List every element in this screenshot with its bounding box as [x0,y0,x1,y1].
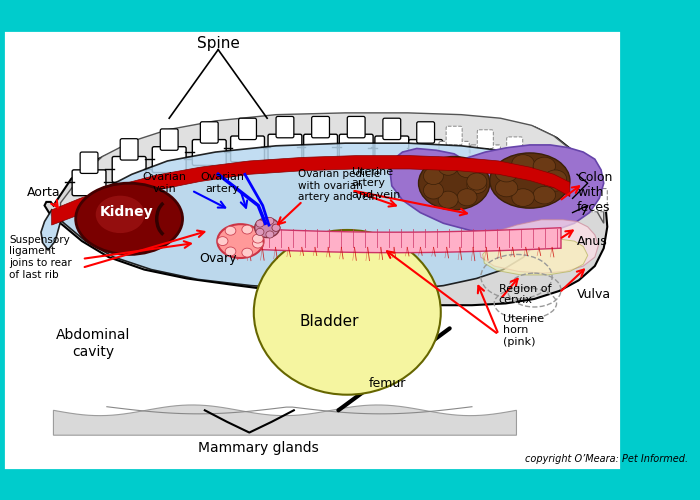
Ellipse shape [217,224,264,258]
Ellipse shape [424,182,443,199]
Ellipse shape [438,158,458,176]
Ellipse shape [253,234,263,243]
FancyBboxPatch shape [312,116,330,138]
FancyBboxPatch shape [555,175,585,199]
Text: Aorta: Aorta [27,186,60,198]
Ellipse shape [496,164,518,182]
FancyBboxPatch shape [446,126,462,145]
Ellipse shape [254,230,441,394]
Ellipse shape [76,183,183,254]
Text: Anus: Anus [577,234,608,248]
Ellipse shape [419,156,490,210]
Ellipse shape [225,226,236,235]
FancyBboxPatch shape [409,140,442,166]
FancyBboxPatch shape [347,116,365,138]
Text: Region of
cervix: Region of cervix [498,284,551,306]
Text: Spine: Spine [197,36,239,51]
FancyBboxPatch shape [416,122,435,143]
FancyBboxPatch shape [584,174,600,192]
Polygon shape [45,114,608,305]
Polygon shape [482,240,588,275]
Text: Ovarian pedicle
with ovarian
artery and vein: Ovarian pedicle with ovarian artery and … [298,170,380,202]
FancyBboxPatch shape [120,138,138,160]
FancyBboxPatch shape [477,130,494,148]
FancyBboxPatch shape [340,134,373,160]
Ellipse shape [242,248,253,257]
Text: Ovary: Ovary [199,252,237,266]
Ellipse shape [225,247,236,256]
Ellipse shape [496,179,518,197]
FancyBboxPatch shape [470,145,500,168]
Polygon shape [479,220,598,273]
Ellipse shape [256,228,264,235]
Text: Uterine
artery
and vein: Uterine artery and vein [351,166,400,200]
FancyBboxPatch shape [230,136,265,162]
Ellipse shape [490,153,570,208]
Ellipse shape [242,225,253,234]
FancyBboxPatch shape [375,136,409,162]
Ellipse shape [457,160,477,178]
Text: Abdominal
cavity: Abdominal cavity [56,328,131,358]
Text: Suspensory
ligament
joins to rear
of last rib: Suspensory ligament joins to rear of las… [9,234,71,280]
FancyBboxPatch shape [439,142,469,165]
Text: Uterine
horn
(pink): Uterine horn (pink) [503,314,544,346]
FancyBboxPatch shape [562,160,578,179]
Polygon shape [41,143,556,291]
FancyBboxPatch shape [268,134,302,160]
FancyBboxPatch shape [80,152,98,174]
FancyBboxPatch shape [500,152,530,175]
Text: Kidney: Kidney [99,204,153,218]
Ellipse shape [544,170,566,188]
Polygon shape [53,405,517,435]
Ellipse shape [255,218,279,238]
FancyBboxPatch shape [528,162,559,186]
Ellipse shape [467,176,486,194]
Ellipse shape [512,154,534,172]
Polygon shape [52,156,570,225]
FancyBboxPatch shape [536,148,551,167]
Text: Ovarian
artery: Ovarian artery [201,172,244,194]
Text: Bladder: Bladder [300,314,359,328]
Ellipse shape [96,196,145,233]
Ellipse shape [533,186,556,204]
FancyBboxPatch shape [112,156,146,182]
Polygon shape [61,113,603,224]
FancyBboxPatch shape [507,137,523,156]
Ellipse shape [467,173,486,190]
FancyBboxPatch shape [239,118,256,140]
Text: femur: femur [369,377,406,390]
Ellipse shape [256,220,264,227]
Text: Vulva: Vulva [577,288,611,301]
Polygon shape [390,145,603,234]
FancyBboxPatch shape [193,140,226,166]
Text: Colon
with
feces: Colon with feces [577,170,612,214]
FancyBboxPatch shape [72,170,106,196]
FancyBboxPatch shape [577,188,608,212]
Ellipse shape [438,191,458,208]
Ellipse shape [266,231,274,238]
Ellipse shape [266,218,274,224]
FancyBboxPatch shape [276,116,294,138]
FancyBboxPatch shape [200,122,218,143]
Ellipse shape [512,189,534,206]
Text: copyright O’Meara: Pet Informed.: copyright O’Meara: Pet Informed. [526,454,689,464]
FancyBboxPatch shape [383,118,400,140]
Ellipse shape [272,224,280,232]
Ellipse shape [272,224,280,232]
Ellipse shape [533,157,556,175]
FancyBboxPatch shape [160,129,178,150]
FancyBboxPatch shape [304,134,337,160]
FancyBboxPatch shape [153,146,186,172]
Ellipse shape [424,168,443,184]
Polygon shape [227,228,561,252]
Ellipse shape [457,189,477,206]
Ellipse shape [253,239,263,248]
Text: Ovarian
vein: Ovarian vein [143,172,187,194]
Ellipse shape [544,174,566,191]
Ellipse shape [217,236,228,246]
Text: Mammary glands: Mammary glands [198,440,318,454]
